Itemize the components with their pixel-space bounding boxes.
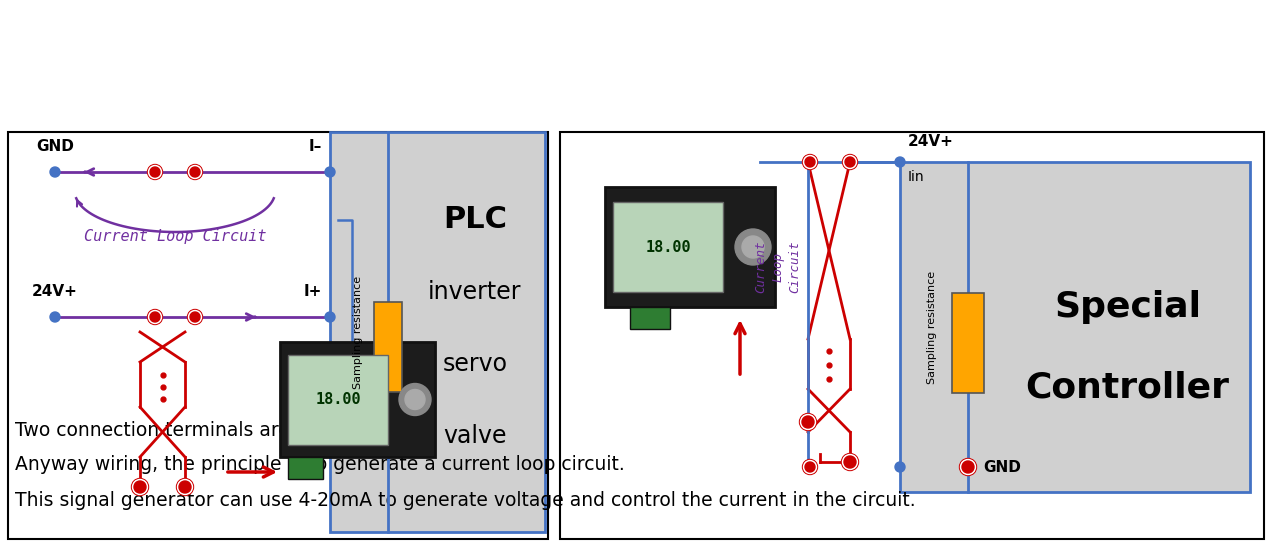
- Circle shape: [404, 389, 425, 410]
- Circle shape: [132, 480, 148, 494]
- Bar: [605, 187, 775, 307]
- Circle shape: [805, 462, 815, 472]
- Text: servo: servo: [443, 352, 508, 376]
- Circle shape: [845, 456, 856, 468]
- Text: Sampling resistance: Sampling resistance: [927, 270, 937, 383]
- Text: inverter: inverter: [429, 280, 522, 304]
- Circle shape: [177, 479, 193, 496]
- Text: This signal generator can use 4-20mA to generate voltage and control the current: This signal generator can use 4-20mA to …: [15, 491, 916, 509]
- Circle shape: [190, 312, 200, 322]
- Circle shape: [188, 311, 201, 323]
- Circle shape: [803, 416, 814, 428]
- Bar: [630, 307, 670, 329]
- Circle shape: [134, 481, 146, 493]
- Bar: [8, 132, 548, 539]
- Bar: [374, 302, 402, 392]
- Circle shape: [803, 154, 818, 170]
- Circle shape: [804, 155, 817, 168]
- Circle shape: [803, 459, 818, 474]
- Circle shape: [735, 229, 771, 265]
- Circle shape: [805, 157, 815, 167]
- Circle shape: [187, 310, 202, 324]
- Text: Controller: Controller: [1025, 370, 1230, 404]
- Text: valve: valve: [443, 424, 506, 448]
- Bar: [280, 342, 435, 457]
- Circle shape: [148, 165, 163, 179]
- Text: I+: I+: [304, 284, 322, 299]
- Text: PLC: PLC: [443, 206, 508, 235]
- Circle shape: [150, 167, 160, 177]
- Circle shape: [804, 461, 817, 474]
- Text: Current
Loop
Circuit: Current Loop Circuit: [754, 241, 801, 293]
- Circle shape: [188, 166, 201, 178]
- Circle shape: [845, 157, 855, 167]
- Bar: [329, 132, 544, 532]
- Text: GND: GND: [983, 459, 1021, 474]
- Circle shape: [959, 458, 977, 475]
- Circle shape: [131, 479, 149, 496]
- Text: Special: Special: [1054, 290, 1201, 324]
- Circle shape: [179, 481, 191, 493]
- Circle shape: [50, 312, 60, 322]
- Text: GND: GND: [36, 139, 74, 154]
- Circle shape: [148, 310, 163, 324]
- Circle shape: [843, 155, 856, 168]
- Circle shape: [842, 455, 857, 469]
- Bar: [901, 162, 1250, 492]
- Circle shape: [178, 480, 192, 494]
- Text: 18.00: 18.00: [315, 393, 361, 408]
- Bar: [951, 293, 985, 393]
- Circle shape: [842, 154, 857, 170]
- Circle shape: [800, 414, 817, 430]
- Text: Sampling resistance: Sampling resistance: [354, 276, 363, 388]
- Circle shape: [149, 166, 162, 178]
- Text: Iin: Iin: [908, 170, 925, 184]
- Circle shape: [742, 236, 764, 258]
- Text: 24V+: 24V+: [32, 284, 78, 299]
- Circle shape: [800, 415, 815, 429]
- Circle shape: [399, 383, 431, 416]
- Bar: [287, 457, 323, 479]
- Bar: [560, 132, 1264, 539]
- Circle shape: [50, 167, 60, 177]
- Text: 18.00: 18.00: [645, 240, 691, 254]
- Bar: [287, 355, 388, 445]
- Circle shape: [895, 157, 904, 167]
- Circle shape: [149, 311, 162, 323]
- Text: I–: I–: [309, 139, 322, 154]
- Text: Current Loop Circuit: Current Loop Circuit: [84, 230, 266, 245]
- Bar: [613, 202, 722, 292]
- Text: Anyway wiring, the principle is to generate a current loop circuit.: Anyway wiring, the principle is to gener…: [15, 456, 625, 474]
- Circle shape: [842, 453, 859, 470]
- Circle shape: [190, 167, 200, 177]
- Text: 24V+: 24V+: [908, 135, 954, 149]
- Circle shape: [960, 459, 976, 474]
- Circle shape: [187, 165, 202, 179]
- Circle shape: [326, 167, 335, 177]
- Text: Two connection terminals are non polarity;: Two connection terminals are non polarit…: [15, 421, 415, 439]
- Circle shape: [150, 312, 160, 322]
- Circle shape: [962, 461, 974, 473]
- Circle shape: [895, 462, 904, 472]
- Circle shape: [326, 312, 335, 322]
